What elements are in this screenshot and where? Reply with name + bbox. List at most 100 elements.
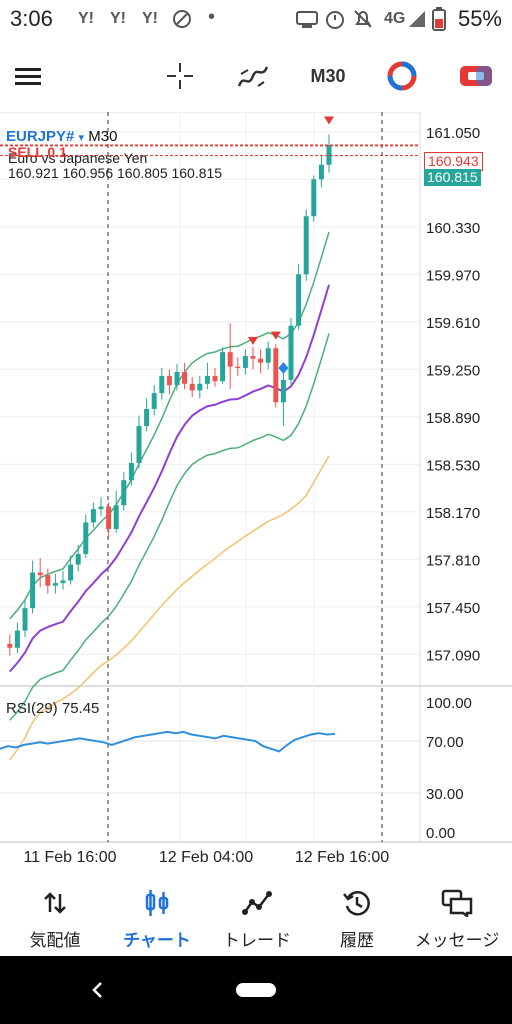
indicators-icon	[237, 66, 269, 87]
candle-body	[174, 371, 180, 386]
candle-body	[166, 375, 172, 386]
band-upper-line	[9, 231, 330, 620]
candle-body	[235, 366, 241, 368]
sell-order-label: SELL 0.1	[8, 144, 67, 160]
messages-icon	[441, 889, 473, 917]
candle-body	[144, 408, 150, 427]
quotes-icon	[44, 892, 66, 914]
back-icon[interactable]	[88, 980, 108, 1000]
candle-body	[220, 352, 226, 382]
candle-body	[14, 630, 20, 648]
yahoo-icon: Y!	[110, 10, 126, 27]
timeframe-button[interactable]: M30	[298, 48, 358, 104]
rsi-tick-label: 30.00	[426, 786, 464, 803]
candle-body	[113, 505, 119, 529]
candle-body	[90, 509, 96, 523]
price-tick-label: 158.890	[426, 410, 480, 427]
candle-body	[83, 522, 89, 555]
price-tick-label: 159.250	[426, 362, 480, 379]
battery-percentage: 55%	[457, 6, 502, 31]
menu-button[interactable]	[6, 48, 50, 104]
nav-trade[interactable]: トレード	[206, 872, 308, 956]
rsi-label: RSI(29) 75.45	[6, 700, 100, 717]
nav-history-label: 履歴	[340, 931, 374, 950]
fast-ma-line	[9, 284, 330, 673]
nav-trade-label: トレード	[223, 931, 291, 950]
timeframe-label: M30	[310, 65, 346, 86]
no-disturb-icon	[173, 10, 191, 28]
price-chart[interactable]: 161.050160.690160.330159.970159.610159.2…	[0, 112, 512, 872]
system-navigation-bar	[0, 956, 512, 1024]
new-order-icon	[460, 66, 492, 86]
symbol-label[interactable]: EURJPY#	[6, 128, 75, 145]
candle-body	[326, 144, 332, 165]
candle-body	[68, 564, 74, 581]
candle-body	[280, 379, 286, 403]
nav-chart[interactable]: チャート	[106, 872, 208, 956]
dot-icon: •	[208, 6, 216, 28]
candle-body	[318, 164, 324, 180]
yahoo-icon: Y!	[78, 10, 94, 27]
mute-icon	[354, 10, 372, 28]
candle-body	[22, 608, 28, 631]
buy-marker	[278, 361, 289, 374]
rsi-tick-label: 0.00	[426, 825, 455, 842]
bid-price-tag: 160.815	[424, 169, 481, 186]
chart-header: EURJPY# ▾ M30	[6, 128, 117, 145]
chart-timeframe: M30	[88, 128, 118, 145]
sell-arrow-marker	[248, 336, 258, 345]
slow-ma-line	[9, 455, 330, 761]
candle-body	[242, 356, 248, 368]
chart-area[interactable]: 161.050160.690160.330159.970159.610159.2…	[0, 112, 512, 872]
candle-body	[121, 480, 127, 506]
crosshair-button[interactable]	[158, 48, 202, 104]
rsi-tick-label: 70.00	[426, 734, 464, 751]
trade-icon	[242, 891, 272, 915]
symbol-dropdown-icon[interactable]: ▾	[78, 132, 85, 144]
one-click-trading-icon	[387, 61, 417, 91]
nav-messages-label: メッセージ	[414, 931, 500, 950]
nav-quotes[interactable]: 気配値	[4, 872, 106, 956]
price-tick-label: 157.450	[426, 600, 480, 617]
alarm-icon	[326, 11, 344, 29]
candle-body	[98, 506, 104, 510]
menu-icon	[15, 68, 41, 85]
nav-messages[interactable]: メッセージ	[406, 872, 508, 956]
rsi-line	[0, 730, 336, 753]
ohlc-values: 160.921 160.956 160.805 160.815	[8, 165, 223, 181]
candle-body	[189, 383, 195, 391]
candle-body	[311, 179, 317, 217]
sell-arrow-marker	[270, 331, 281, 340]
price-tick-label: 161.050	[426, 125, 480, 142]
cast-icon	[296, 11, 318, 28]
price-tick-label: 158.170	[426, 505, 480, 522]
candle-body	[7, 643, 13, 648]
band-lower-line	[9, 333, 330, 721]
candle-body	[258, 358, 264, 363]
candle-body	[296, 274, 302, 326]
nav-chart-label: チャート	[123, 931, 191, 950]
price-tick-label: 159.610	[426, 315, 480, 332]
candle-body	[159, 375, 165, 394]
new-order-button[interactable]	[452, 48, 500, 104]
candle-body	[52, 583, 58, 586]
candle-body	[273, 348, 279, 403]
candle-body	[250, 356, 256, 359]
nav-quotes-label: 気配値	[29, 931, 81, 950]
home-pill[interactable]	[236, 983, 276, 997]
crosshair-icon	[167, 63, 193, 89]
candle-body	[227, 352, 233, 367]
price-tick-label: 157.090	[426, 647, 480, 664]
chart-icon	[145, 890, 169, 916]
nav-history[interactable]: 履歴	[306, 872, 408, 956]
candle-body	[106, 506, 112, 529]
indicators-button[interactable]	[228, 48, 278, 104]
candle-body	[75, 554, 81, 565]
candle-body	[303, 216, 309, 275]
candle-body	[37, 572, 43, 576]
bottom-navigation: 気配値 チャート トレード 履歴	[0, 872, 512, 956]
signal-icon	[409, 11, 425, 27]
one-click-trading-button[interactable]	[378, 48, 426, 104]
candle-body	[288, 325, 294, 380]
candle-body	[212, 375, 218, 382]
